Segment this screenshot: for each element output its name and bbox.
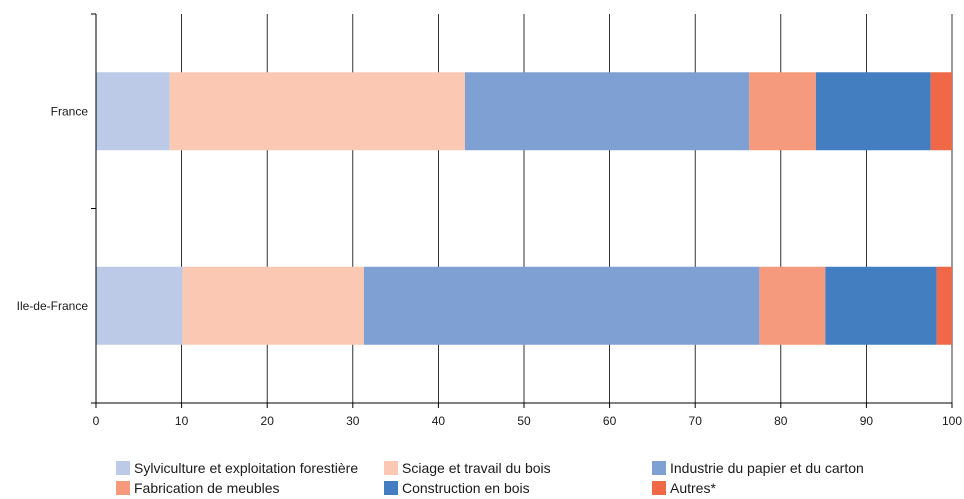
x-tick-label: 70	[689, 414, 703, 428]
legend-item: Industrie du papier et du carton	[652, 458, 936, 478]
x-tick-label: 30	[346, 414, 360, 428]
axes	[91, 13, 953, 408]
legend-item: Sciage et travail du bois	[384, 458, 652, 478]
bar-segment	[759, 266, 826, 345]
legend-item: Sylviculture et exploitation forestière	[116, 458, 384, 478]
bar-segment	[182, 266, 364, 345]
x-tick-labels: 0 10 20 30 40 50 60 70 80 90 100	[93, 414, 963, 428]
legend-label: Sciage et travail du bois	[402, 460, 551, 476]
bar-segment	[749, 72, 816, 151]
legend-item: Autres*	[652, 478, 936, 498]
category-labels: France Ile-de-France	[17, 104, 89, 313]
legend: Sylviculture et exploitation forestière S…	[116, 458, 936, 498]
legend-label: Construction en bois	[402, 480, 530, 496]
bar-segment	[169, 72, 465, 151]
bar-segment	[936, 266, 952, 345]
x-tick-label: 50	[517, 414, 531, 428]
x-tick-label: 10	[175, 414, 189, 428]
legend-label: Fabrication de meubles	[134, 480, 280, 496]
legend-swatch	[384, 481, 398, 495]
x-tick-label: 80	[774, 414, 788, 428]
bar-segment	[464, 72, 750, 151]
bar-segment	[930, 72, 952, 151]
bar-segments	[96, 72, 952, 345]
legend-swatch	[116, 461, 130, 475]
stacked-bar-chart: 0 10 20 30 40 50 60 70 80 90 100 France Ile-de-Fran…	[17, 13, 963, 428]
legend-item: Construction en bois	[384, 478, 652, 498]
x-tick-label: 100	[942, 414, 962, 428]
legend-swatch	[652, 461, 666, 475]
x-tick-label: 90	[860, 414, 874, 428]
legend-swatch	[652, 481, 666, 495]
bar-segment	[363, 266, 760, 345]
bar-segment	[825, 266, 937, 345]
legend-label: Industrie du papier et du carton	[670, 460, 864, 476]
x-tick-label: 60	[603, 414, 617, 428]
category-label: Ile-de-France	[17, 299, 89, 313]
category-label: France	[51, 104, 89, 118]
legend-swatch	[384, 461, 398, 475]
bar-segment	[815, 72, 931, 151]
legend-label: Autres*	[670, 480, 716, 496]
bar-segment	[96, 72, 170, 151]
bar-segment	[96, 266, 183, 345]
x-tick-label: 20	[261, 414, 275, 428]
legend-label: Sylviculture et exploitation forestière	[134, 460, 359, 476]
x-tick-label: 0	[93, 414, 100, 428]
legend-swatch	[116, 481, 130, 495]
x-tick-label: 40	[432, 414, 446, 428]
legend-item: Fabrication de meubles	[116, 478, 384, 498]
